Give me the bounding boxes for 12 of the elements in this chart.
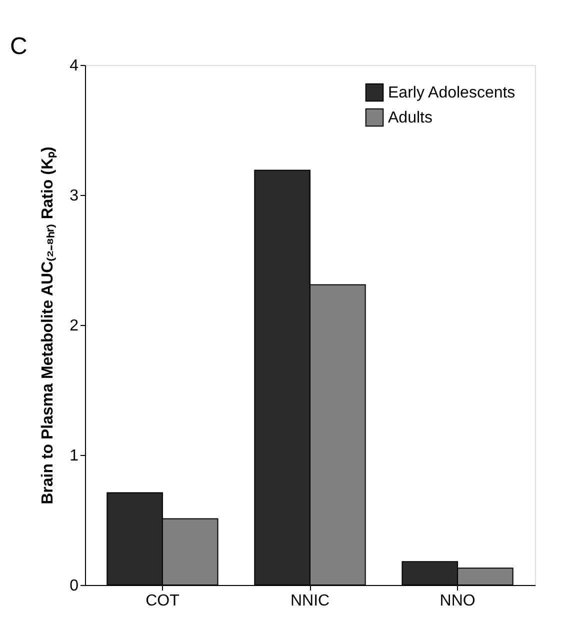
text: C (10, 33, 28, 60)
y-tick-label: 0 (70, 578, 79, 594)
x-tick-label: NNO (440, 592, 476, 610)
x-tick-label: NNIC (290, 592, 330, 610)
y-tick-label: 2 (70, 318, 79, 334)
legend-label: Early Adolescents (388, 84, 516, 102)
y-axis-title: Brain to Plasma Metabolite AUC₍₂₋₈ₕᵣ₎ Ratio (Kₚ) (40, 146, 58, 504)
x-tick-label: COT (146, 592, 180, 610)
y-tick-label: 4 (70, 58, 79, 74)
legend-label: Adults (388, 110, 432, 126)
y-tick-label: 1 (70, 448, 79, 464)
y-tick-label: 3 (70, 188, 79, 204)
